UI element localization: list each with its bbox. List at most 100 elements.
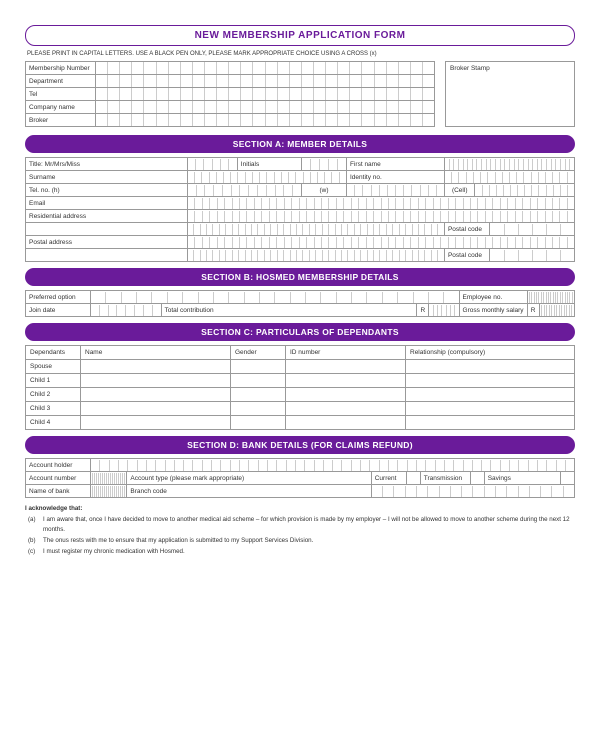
- broker-stamp-label: Broker Stamp: [450, 65, 490, 72]
- chk-savings[interactable]: [560, 472, 574, 484]
- table-row: Child 1: [26, 374, 575, 388]
- input-accholder[interactable]: [91, 459, 575, 472]
- form-title-box: NEW MEMBERSHIP APPLICATION FORM: [25, 25, 575, 46]
- section-d-header: SECTION D: BANK DETAILS (FOR CLAIMS REFU…: [25, 436, 575, 454]
- input-postal2[interactable]: [490, 249, 574, 261]
- col-name: Name: [81, 346, 231, 360]
- section-b-table: Preferred option Employee no. Join date …: [25, 290, 575, 317]
- lbl-empno: Employee no.: [459, 291, 527, 304]
- col-rel: Relationship (compulsory): [406, 346, 575, 360]
- lbl-postal1: Postal code: [445, 223, 490, 235]
- input-title[interactable]: [187, 158, 237, 171]
- broker-stamp-box: Broker Stamp: [445, 61, 575, 127]
- input-empno[interactable]: [527, 291, 574, 304]
- form-title: NEW MEMBERSHIP APPLICATION FORM: [195, 30, 406, 41]
- dependants-table: Dependants Name Gender ID number Relatio…: [25, 345, 575, 430]
- input-branch[interactable]: [371, 485, 574, 498]
- lbl-r1: R: [417, 304, 429, 316]
- lbl-joindate: Join date: [26, 304, 91, 317]
- input-cell[interactable]: [81, 360, 231, 374]
- input-postaddr2[interactable]: [187, 249, 444, 262]
- lbl-broker: Broker: [26, 114, 96, 127]
- section-b-header: SECTION B: HOSMED MEMBERSHIP DETAILS: [25, 268, 575, 286]
- section-a-header: SECTION A: MEMBER DETAILS: [25, 135, 575, 153]
- dep-child3: Child 3: [26, 402, 81, 416]
- dep-child1: Child 1: [26, 374, 81, 388]
- col-dep: Dependants: [26, 346, 81, 360]
- input-gross[interactable]: [539, 304, 574, 317]
- lbl-r2: R: [527, 304, 539, 317]
- lbl-title: Title: Mr/Mrs/Miss: [26, 158, 188, 171]
- ack-b: The onus rests with me to ensure that my…: [43, 536, 575, 545]
- lbl-branch: Branch code: [127, 485, 371, 498]
- input-accnum[interactable]: [91, 472, 127, 485]
- table-row: Spouse: [26, 360, 575, 374]
- lbl-postaddr2: [26, 249, 188, 262]
- chk-current[interactable]: [406, 472, 420, 485]
- input-prefopt[interactable]: [91, 291, 460, 304]
- lbl-membership-no: Membership Number: [26, 62, 96, 75]
- section-a-table: Title: Mr/Mrs/Miss Initials First name S…: [25, 157, 575, 262]
- table-row: Child 4: [26, 416, 575, 430]
- lbl-initials: Initials: [237, 158, 301, 171]
- lbl-resaddr2: [26, 223, 188, 236]
- dep-child4: Child 4: [26, 416, 81, 430]
- table-row: Child 3: [26, 402, 575, 416]
- chk-trans[interactable]: [470, 472, 484, 485]
- acknowledgement: I acknowledge that: (a)I am aware that, …: [25, 504, 575, 556]
- ack-a-key: (a): [25, 515, 43, 534]
- lbl-cell: (Cell): [445, 184, 475, 196]
- lbl-email: Email: [26, 197, 188, 210]
- section-c-header: SECTION C: PARTICULARS OF DEPENDANTS: [25, 323, 575, 341]
- lbl-trans: Transmission: [420, 472, 470, 485]
- lbl-department: Department: [26, 75, 96, 88]
- input-resaddr1[interactable]: [187, 210, 574, 223]
- lbl-prefopt: Preferred option: [26, 291, 91, 304]
- input-membership-no[interactable]: [96, 62, 435, 75]
- input-telh[interactable]: [187, 184, 301, 197]
- dep-spouse: Spouse: [26, 360, 81, 374]
- lbl-savings: Savings: [485, 472, 560, 484]
- lbl-bankname: Name of bank: [26, 485, 91, 498]
- input-surname[interactable]: [187, 171, 346, 184]
- lbl-accnum: Account number: [26, 472, 91, 485]
- input-email[interactable]: [187, 197, 574, 210]
- instructions: PLEASE PRINT IN CAPITAL LETTERS. USE A B…: [27, 51, 575, 57]
- input-resaddr2[interactable]: [187, 223, 444, 236]
- lbl-current: Current: [371, 472, 406, 485]
- input-company[interactable]: [96, 101, 435, 114]
- form-page: NEW MEMBERSHIP APPLICATION FORM PLEASE P…: [25, 25, 575, 556]
- input-tel[interactable]: [96, 88, 435, 101]
- top-row: Membership Number Department Tel Company…: [25, 61, 575, 127]
- lbl-telh: Tel. no. (h): [26, 184, 188, 197]
- input-cell[interactable]: [475, 184, 574, 196]
- dep-child2: Child 2: [26, 388, 81, 402]
- lbl-totalcontr: Total contribution: [161, 304, 417, 316]
- col-gender: Gender: [231, 346, 286, 360]
- input-department[interactable]: [96, 75, 435, 88]
- lbl-w: (w): [302, 184, 347, 197]
- lbl-firstname: First name: [347, 158, 445, 171]
- input-postal1[interactable]: [490, 223, 574, 235]
- input-firstname[interactable]: [444, 158, 574, 171]
- top-fields-table: Membership Number Department Tel Company…: [25, 61, 435, 127]
- lbl-resaddr: Residential address: [26, 210, 188, 223]
- lbl-postal2: Postal code: [445, 249, 490, 261]
- input-telw[interactable]: [347, 184, 445, 197]
- cell-wrap: (Cell): [444, 184, 574, 197]
- input-joindate[interactable]: [91, 304, 161, 316]
- lbl-tel: Tel: [26, 88, 96, 101]
- ack-a: I am aware that, once I have decided to …: [43, 515, 575, 534]
- input-initials[interactable]: [302, 158, 347, 171]
- input-idno[interactable]: [444, 171, 574, 184]
- section-d-table: Account holder Account number Account ty…: [25, 458, 575, 498]
- lbl-acctype: Account type (please mark appropriate): [127, 472, 371, 485]
- lbl-idno: Identity no.: [347, 171, 445, 184]
- input-totalcontr[interactable]: [429, 304, 459, 316]
- input-postaddr1[interactable]: [187, 236, 574, 249]
- lbl-surname: Surname: [26, 171, 188, 184]
- table-row: Child 2: [26, 388, 575, 402]
- input-bankname[interactable]: [91, 485, 127, 498]
- input-broker[interactable]: [96, 114, 435, 127]
- lbl-gross: Gross monthly salary: [459, 304, 527, 317]
